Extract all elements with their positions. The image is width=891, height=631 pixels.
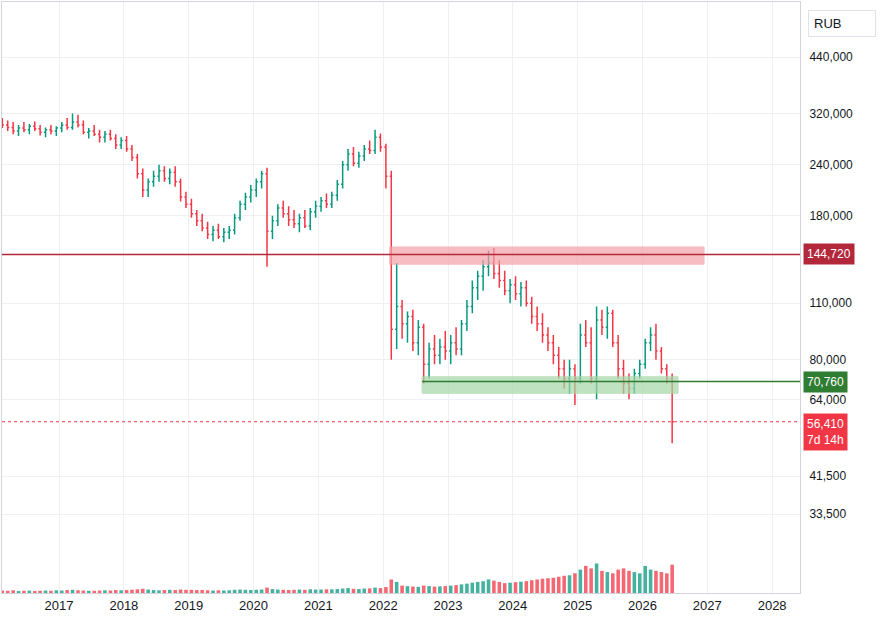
- svg-text:2025: 2025: [563, 598, 592, 613]
- svg-text:2028: 2028: [758, 598, 787, 613]
- svg-text:2022: 2022: [369, 598, 398, 613]
- svg-text:70,760: 70,760: [807, 375, 844, 389]
- svg-text:320,000: 320,000: [809, 107, 853, 121]
- svg-text:2024: 2024: [498, 598, 527, 613]
- svg-text:33,500: 33,500: [809, 507, 846, 521]
- svg-text:2017: 2017: [45, 598, 74, 613]
- svg-text:240,000: 240,000: [809, 158, 853, 172]
- svg-text:56,4107d 14h: 56,4107d 14h: [807, 417, 844, 447]
- svg-text:RUB: RUB: [814, 16, 841, 31]
- svg-text:2020: 2020: [239, 598, 268, 613]
- svg-text:2027: 2027: [693, 598, 722, 613]
- svg-text:110,000: 110,000: [809, 296, 852, 310]
- svg-text:2018: 2018: [109, 598, 138, 613]
- svg-text:2023: 2023: [434, 598, 463, 613]
- svg-text:180,000: 180,000: [809, 209, 853, 223]
- svg-text:64,000: 64,000: [809, 393, 846, 407]
- svg-text:80,000: 80,000: [809, 353, 846, 367]
- svg-text:2019: 2019: [174, 598, 203, 613]
- svg-text:2021: 2021: [304, 598, 333, 613]
- svg-text:144,720: 144,720: [807, 247, 851, 261]
- svg-text:2026: 2026: [628, 598, 657, 613]
- svg-text:41,500: 41,500: [809, 469, 846, 483]
- svg-text:440,000: 440,000: [809, 50, 853, 64]
